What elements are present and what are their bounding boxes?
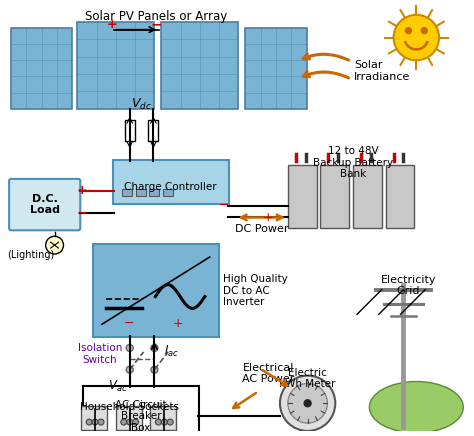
Text: +: + [107,18,117,31]
FancyBboxPatch shape [81,406,107,430]
Circle shape [421,27,427,34]
Text: +: + [263,211,273,224]
Circle shape [155,419,161,425]
Circle shape [126,366,133,373]
Bar [125,119,135,141]
Text: Electrical
AC Power: Electrical AC Power [242,363,294,385]
Circle shape [92,419,98,425]
Text: Solar PV Panels or Array: Solar PV Panels or Array [85,10,228,23]
Ellipse shape [369,382,463,433]
Circle shape [127,419,133,425]
Text: 12 to 48V
Backup Battery
Bank: 12 to 48V Backup Battery Bank [313,146,393,180]
Circle shape [46,236,64,254]
Text: (Lighting): (Lighting) [7,250,55,260]
FancyBboxPatch shape [77,22,155,109]
Bar [136,189,146,196]
Text: Electricity
Grid: Electricity Grid [381,275,436,296]
Text: −: − [151,18,162,32]
Circle shape [126,344,133,351]
Bar [122,189,132,196]
Bar [149,189,159,196]
FancyBboxPatch shape [11,27,73,109]
Bar [164,189,173,196]
Bar [353,165,382,228]
Circle shape [98,419,104,425]
FancyBboxPatch shape [83,386,199,436]
Circle shape [304,400,311,407]
Text: +: + [173,317,183,330]
Text: AC Circuit
Breaker
Box: AC Circuit Breaker Box [115,399,167,433]
Circle shape [151,344,158,351]
Bar [288,165,317,228]
Text: $V_{dc}$: $V_{dc}$ [131,97,152,112]
Text: +: + [77,184,88,197]
Circle shape [405,27,411,34]
Text: Isolation
Switch: Isolation Switch [78,343,122,364]
Text: DC Power: DC Power [236,224,289,234]
Bar [386,165,414,228]
FancyBboxPatch shape [113,160,228,204]
FancyBboxPatch shape [93,244,219,337]
Circle shape [393,15,439,60]
FancyBboxPatch shape [161,22,238,109]
Text: −: − [123,317,134,330]
Text: High Quality
DC to AC
Inverter: High Quality DC to AC Inverter [223,274,287,307]
FancyBboxPatch shape [150,406,176,430]
Circle shape [86,419,92,425]
Circle shape [133,419,138,425]
Text: −: − [219,199,229,212]
Text: $V_{ac}$: $V_{ac}$ [108,378,128,394]
Text: Charge Controller: Charge Controller [124,182,217,192]
Bar [148,119,158,141]
Circle shape [151,366,158,373]
Circle shape [161,419,167,425]
FancyBboxPatch shape [116,406,142,430]
Circle shape [288,384,328,423]
Text: $I_{ac}$: $I_{ac}$ [164,344,179,359]
FancyBboxPatch shape [9,179,80,230]
Text: −: − [77,206,88,219]
Circle shape [280,375,335,431]
Bar [320,165,349,228]
Circle shape [167,419,173,425]
Text: Solar
Irradiance: Solar Irradiance [354,60,410,82]
Text: D.C.
Load: D.C. Load [30,194,60,215]
FancyBboxPatch shape [246,27,307,109]
Circle shape [121,419,127,425]
Text: Household Sockets: Household Sockets [80,402,179,412]
Text: Electric
kWh Meter: Electric kWh Meter [280,368,336,389]
